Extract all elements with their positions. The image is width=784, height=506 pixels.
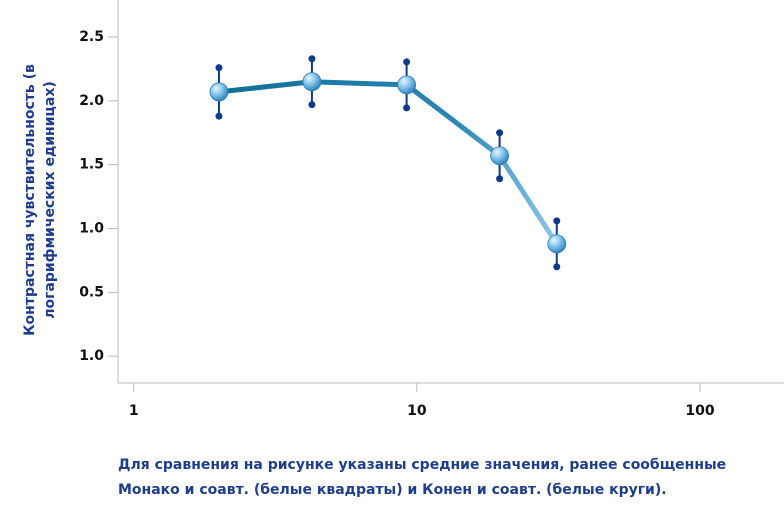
point bbox=[209, 82, 229, 102]
error-cap bbox=[496, 175, 504, 183]
y-tick-label: 0.5 bbox=[79, 284, 104, 300]
caption: Монако и соавт. (белые квадраты) и Конен… bbox=[118, 482, 667, 498]
error-cap bbox=[308, 101, 316, 109]
error-cap bbox=[496, 129, 504, 137]
error-cap bbox=[215, 64, 223, 72]
error-cap bbox=[553, 217, 561, 225]
y-axis-label-line: логарифмических единицах) bbox=[42, 81, 58, 319]
error-cap bbox=[553, 263, 561, 271]
caption: Для сравнения на рисунке указаны средние… bbox=[118, 457, 726, 473]
error-cap bbox=[215, 112, 223, 120]
y-tick-label: 1.0 bbox=[79, 221, 104, 237]
point bbox=[547, 234, 567, 254]
x-tick-label: 10 bbox=[407, 403, 427, 419]
error-cap bbox=[308, 55, 316, 63]
x-tick-label: 1 bbox=[129, 403, 139, 419]
error-cap bbox=[403, 58, 411, 66]
line bbox=[218, 79, 559, 246]
y-tick-label: 1.0 bbox=[79, 348, 104, 364]
point bbox=[302, 72, 322, 92]
point bbox=[490, 146, 510, 166]
y-tick-label: 2.0 bbox=[79, 93, 104, 109]
error-cap bbox=[403, 104, 411, 112]
y-axis-label-line: Контрастная чувствительность (в bbox=[22, 64, 38, 336]
point bbox=[397, 75, 417, 95]
y-tick-label: 1.5 bbox=[79, 157, 104, 173]
x-tick-label: 100 bbox=[685, 403, 714, 419]
y-tick-label: 2.5 bbox=[79, 29, 104, 45]
y-axis-label: Контрастная чувствительность (в логарифми… bbox=[22, 64, 58, 336]
